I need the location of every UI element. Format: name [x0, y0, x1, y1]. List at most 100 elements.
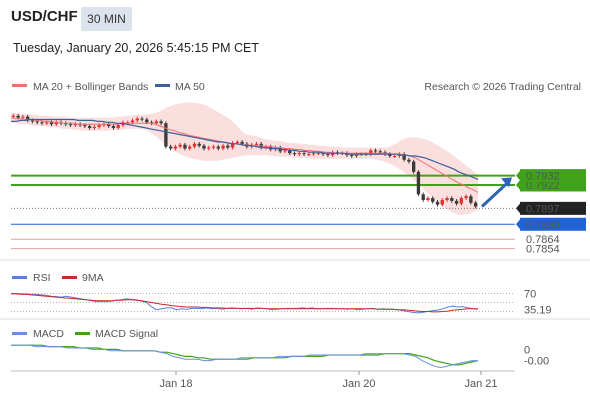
legend-swatch-ma50	[155, 84, 170, 87]
candle-body	[426, 198, 430, 200]
candle-body	[192, 143, 197, 147]
candle-body	[92, 126, 97, 128]
forecast-arrow-shaft	[480, 181, 510, 208]
candle-body	[45, 122, 49, 124]
candle-body	[421, 194, 425, 200]
candle-body	[107, 124, 111, 127]
legend-label-rsi-ma: 9MA	[82, 272, 104, 284]
x-tick-label: Jan 21	[464, 378, 497, 390]
macd-line	[11, 344, 478, 369]
rsi-tick-label: 70	[524, 289, 536, 301]
timeframe-button[interactable]: 30 MIN	[81, 7, 132, 31]
candle-body	[49, 122, 54, 125]
candle-body	[292, 153, 297, 155]
chart-header: USD/CHF 30 MIN Tuesday, January 20, 2026…	[0, 0, 590, 70]
level-label-box	[520, 201, 586, 215]
candle-body	[321, 153, 325, 155]
candle-body	[240, 141, 244, 144]
rsi-ma-line	[11, 293, 478, 313]
candle-body	[431, 198, 435, 202]
candle-body	[307, 154, 311, 156]
candle-body	[54, 122, 58, 125]
candle-body	[378, 151, 382, 153]
candle-body	[440, 199, 444, 205]
level-label: 0.7932	[526, 171, 560, 183]
candle-body	[68, 124, 73, 126]
level-label-pointer	[516, 178, 521, 191]
candle-body	[83, 125, 87, 127]
candle-body	[116, 125, 120, 128]
x-tick-label: Jan 20	[342, 378, 375, 390]
rsi-value-label: 35.19	[524, 304, 552, 316]
candle-body	[173, 146, 178, 149]
candle-body	[111, 126, 116, 128]
macd-value-label: -0.00	[524, 356, 549, 368]
symbol-title: USD/CHF	[11, 8, 78, 25]
level-label: 0.7880	[526, 219, 560, 231]
candle-body	[135, 118, 139, 121]
candle-body	[207, 147, 211, 149]
candle-body	[197, 143, 201, 146]
candle-body	[302, 153, 306, 155]
candle-body	[188, 146, 192, 149]
candle-body	[168, 146, 173, 149]
candle-body	[350, 155, 354, 157]
candle-body	[454, 200, 459, 204]
candle-body	[445, 198, 449, 200]
candle-body	[297, 153, 301, 155]
candle-body	[164, 123, 168, 147]
legend-swatch-macd-signal	[75, 332, 90, 335]
source-credit: Research © 2026 Trading Central	[424, 81, 581, 93]
candle-body	[149, 122, 154, 124]
x-tick-label: Jan 18	[159, 378, 192, 390]
legend-label-rsi: RSI	[33, 272, 51, 284]
candle-body	[388, 154, 392, 156]
candle-body	[254, 143, 259, 145]
candle-body	[221, 145, 225, 149]
legend-label-macd-signal: MACD Signal	[95, 328, 158, 340]
legend-swatch-rsi	[12, 276, 27, 279]
candle-body	[140, 118, 144, 120]
candle-body	[407, 159, 411, 162]
legend-label-ma50: MA 50	[175, 81, 205, 93]
bollinger-band	[11, 102, 478, 215]
level-label-pointer	[516, 169, 521, 182]
level-label: 0.7854	[526, 244, 560, 256]
candle-body	[235, 141, 240, 143]
legend-label-macd: MACD	[33, 328, 64, 340]
candle-body	[326, 154, 330, 156]
ma50-line	[11, 118, 479, 180]
candle-body	[316, 153, 321, 155]
level-label-pointer	[516, 218, 521, 231]
macd-tick-label: 0	[524, 344, 530, 356]
legend-swatch-macd	[12, 332, 27, 335]
candle-body	[473, 202, 478, 207]
candle-body	[230, 142, 235, 148]
level-label: 0.7864	[526, 234, 560, 246]
candle-body	[288, 150, 292, 154]
candle-body	[130, 120, 135, 123]
candle-body	[73, 124, 77, 126]
legend-label-ma20: MA 20 + Bollinger Bands	[33, 81, 148, 93]
candle-body	[97, 125, 101, 127]
level-label-pointer	[516, 202, 521, 215]
candle-body	[450, 198, 454, 201]
level-label-box	[520, 169, 586, 183]
candle-body	[412, 161, 416, 172]
candle-body	[402, 154, 406, 160]
datetime-label: Tuesday, January 20, 2026 5:45:15 PM CET	[13, 41, 259, 55]
candle-body	[416, 171, 421, 195]
candle-body	[459, 198, 463, 204]
candle-body	[369, 150, 373, 155]
level-label-box	[520, 217, 586, 231]
candle-body	[183, 144, 187, 149]
level-label: 0.7922	[526, 180, 560, 192]
candle-body	[469, 196, 473, 203]
forecast-arrow-head	[501, 177, 512, 188]
candle-body	[145, 119, 149, 123]
candle-body	[21, 116, 25, 118]
candle-body	[354, 154, 359, 156]
candle-body	[35, 121, 39, 123]
candle-body	[178, 144, 182, 147]
